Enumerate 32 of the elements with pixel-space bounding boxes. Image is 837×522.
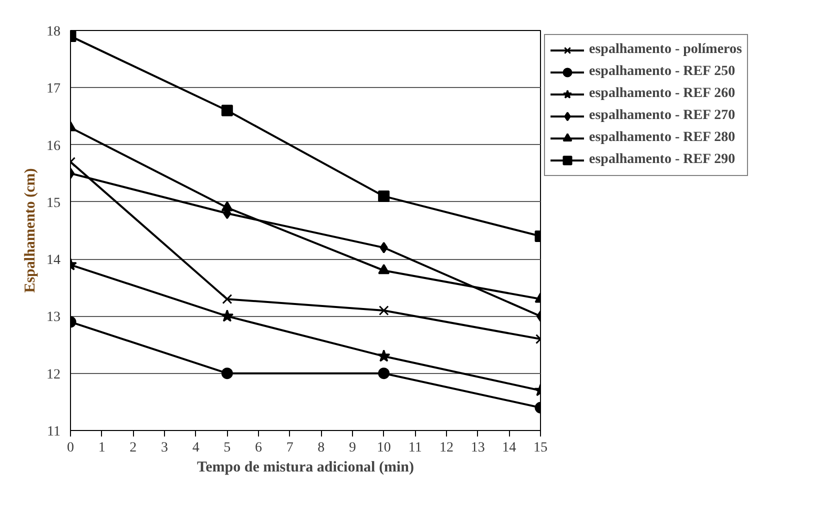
legend-label: espalhamento - REF 270: [589, 108, 736, 124]
y-axis-title: Espalhamento (cm): [22, 168, 38, 293]
legend-label: espalhamento - REF 260: [589, 86, 736, 102]
x-tick-label: 2: [130, 440, 137, 456]
y-tick-label: 14: [46, 253, 60, 268]
x-tick-label: 1: [98, 440, 106, 456]
x-tick-label: 9: [349, 440, 356, 456]
x-tick-label: 5: [224, 440, 231, 456]
y-tick-label: 11: [47, 424, 61, 440]
y-tick-label: 12: [46, 367, 60, 382]
x-tick-label: 8: [318, 440, 325, 456]
y-tick-label: 16: [46, 138, 60, 154]
x-tick-label: 10: [376, 440, 391, 456]
x-tick-label: 0: [67, 440, 74, 456]
legend-label: espalhamento - REF 290: [589, 152, 736, 168]
legend-label: espalhamento - REF 280: [589, 130, 736, 146]
legend-label: espalhamento - polímeros: [589, 42, 742, 58]
x-tick-label: 15: [534, 440, 548, 456]
x-tick-label: 4: [192, 440, 200, 456]
x-axis-title: Tempo de mistura adicional (min): [197, 460, 414, 476]
x-tick-label: 11: [408, 440, 422, 456]
x-tick-label: 6: [255, 440, 262, 456]
x-tick-label: 12: [440, 440, 454, 456]
x-tick-label: 14: [502, 440, 516, 456]
legend-label: espalhamento - REF 250: [589, 64, 736, 80]
y-tick-label: 13: [46, 310, 60, 326]
y-tick-label: 17: [46, 82, 60, 97]
y-tick-label: 15: [46, 196, 60, 211]
x-tick-label: 13: [470, 440, 485, 456]
y-tick-label: 18: [46, 24, 60, 40]
x-tick-label: 3: [161, 440, 168, 456]
x-tick-label: 7: [286, 440, 294, 456]
